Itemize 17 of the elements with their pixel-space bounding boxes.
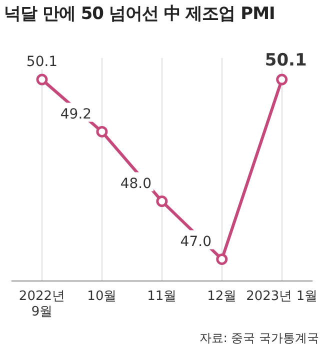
data-label: 50.1 [26,54,58,70]
point [36,74,48,86]
point [156,196,168,208]
x-tick-label: 10월 [87,288,117,304]
point [96,126,108,138]
x-tick-label: 11월 [147,288,177,304]
x-tick-label: 12월 [207,288,237,304]
x-tick-label: 2022년 9월 [18,288,66,320]
text: 자료: 중국 국가통계국 [199,330,319,347]
x-tick-label: 2023년 1월 [246,288,318,304]
data-label: 48.0 [120,176,152,192]
point [276,74,288,86]
point [216,253,228,265]
data-label: 47.0 [180,234,212,250]
chart-title: 넉달 만에 50 넘어선 中 제조업 PMI [4,3,275,25]
data-label: 50.1 [264,50,307,70]
data-label: 49.2 [60,106,92,122]
